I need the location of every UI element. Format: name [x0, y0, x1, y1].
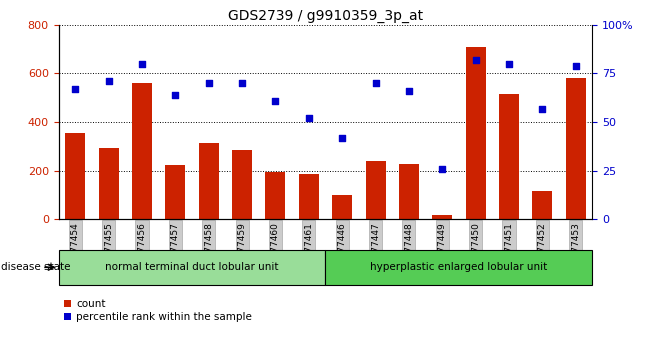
Bar	[59, 250, 326, 285]
Bar	[432, 215, 452, 219]
Point	[337, 135, 348, 141]
Bar	[132, 83, 152, 219]
Text: normal terminal duct lobular unit: normal terminal duct lobular unit	[105, 262, 279, 272]
Point	[404, 88, 414, 94]
Point	[370, 80, 381, 86]
Bar	[533, 192, 552, 219]
Point	[570, 63, 581, 68]
Text: hyperplastic enlarged lobular unit: hyperplastic enlarged lobular unit	[370, 262, 547, 272]
Text: GDS2739 / g9910359_3p_at: GDS2739 / g9910359_3p_at	[228, 9, 423, 23]
Text: disease state: disease state	[1, 262, 71, 272]
Point	[170, 92, 180, 98]
Bar	[99, 148, 118, 219]
Point	[270, 98, 281, 103]
Bar	[332, 195, 352, 219]
Point	[104, 78, 114, 84]
Bar	[566, 78, 586, 219]
Bar	[65, 133, 85, 219]
Point	[437, 166, 447, 172]
Point	[204, 80, 214, 86]
Bar	[399, 164, 419, 219]
Bar	[199, 143, 219, 219]
Bar	[232, 150, 252, 219]
Point	[504, 61, 514, 67]
Point	[537, 105, 547, 111]
Legend: count, percentile rank within the sample: count, percentile rank within the sample	[64, 299, 252, 322]
Bar	[299, 175, 319, 219]
Bar	[499, 94, 519, 219]
Point	[237, 80, 247, 86]
Point	[303, 115, 314, 121]
Bar	[266, 172, 285, 219]
Point	[70, 86, 81, 92]
Point	[137, 61, 147, 67]
Bar	[326, 250, 592, 285]
Bar	[365, 161, 385, 219]
Bar	[465, 47, 486, 219]
Bar	[165, 165, 186, 219]
Point	[471, 57, 481, 63]
